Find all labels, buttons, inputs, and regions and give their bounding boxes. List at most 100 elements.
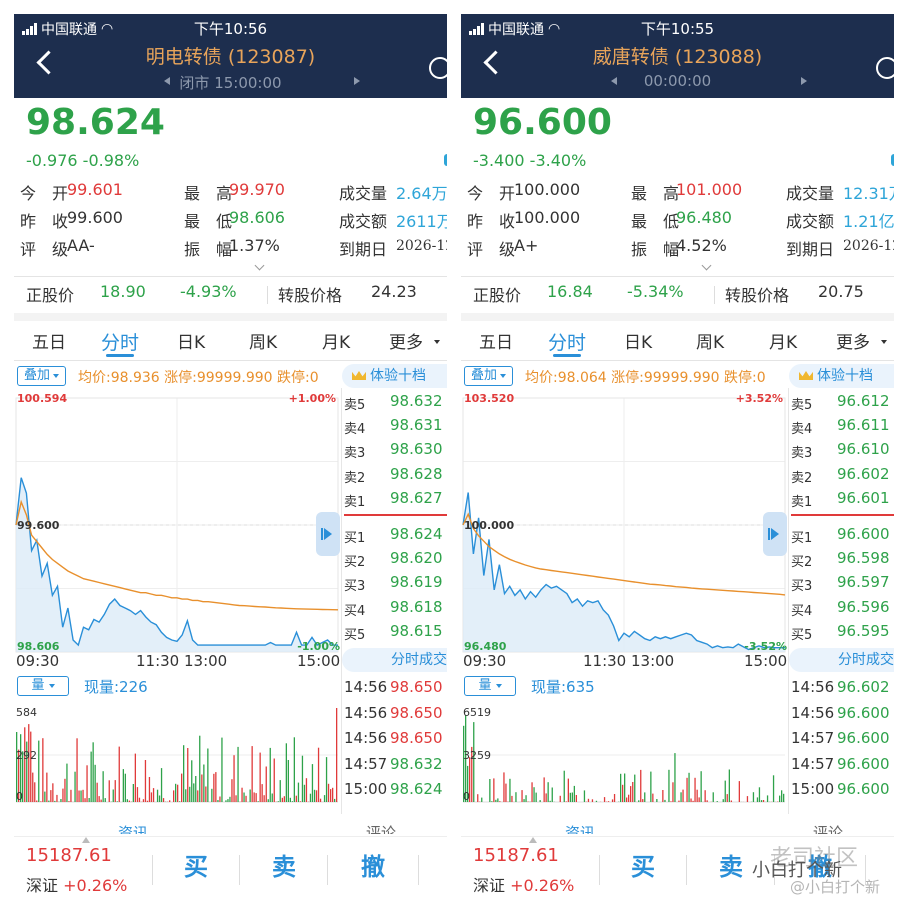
divider [14, 276, 447, 277]
stat-value: 99.970 [229, 180, 285, 199]
volume-bar [696, 789, 698, 802]
tab-five-day[interactable]: 五日 [32, 333, 66, 353]
volume-bar [66, 763, 68, 802]
expand-handle-icon[interactable] [316, 512, 340, 556]
tab-intraday[interactable]: 分时 [548, 332, 587, 354]
cancel-button[interactable]: 撤 [361, 853, 385, 881]
volume-bar [319, 798, 322, 802]
overlay-dropdown[interactable]: 叠加 [464, 366, 514, 386]
level-label: 买3 [344, 579, 366, 595]
more-dropdown-icon[interactable] [434, 340, 440, 344]
quote-panel: 中国联通 ◠ 下午10:56 明电转债 (123087) 闭市 15:00:00 98.6… [14, 14, 447, 908]
tab-news[interactable]: 资讯 [118, 824, 149, 834]
cancel-button[interactable]: 撤 [808, 853, 832, 881]
volume-bar [724, 780, 726, 802]
trade-price: 98.632 [390, 754, 443, 773]
volume-bar [632, 782, 634, 802]
stat-label: 今 开 [20, 184, 69, 203]
volume-bar [493, 778, 495, 802]
tab-daily-k[interactable]: 日K [177, 333, 206, 353]
tab-more[interactable]: 更多 [836, 333, 870, 353]
next-arrow-icon[interactable] [801, 77, 807, 85]
intraday-chart: 103.520 100.000 96.480 +3.52% -3.52% [462, 392, 787, 653]
tab-weekly-k[interactable]: 周K [249, 333, 278, 353]
overlay-dropdown[interactable]: 叠加 [17, 366, 67, 386]
expand-up-icon[interactable] [529, 837, 537, 843]
current-volume: 现量:635 [531, 678, 595, 696]
tab-comments[interactable]: 评论 [813, 824, 844, 834]
volume-bar [473, 722, 475, 802]
volume-bar [112, 789, 114, 802]
trade-time: 14:56 [791, 678, 835, 696]
indicator-dot [444, 154, 447, 166]
expand-chevron-icon[interactable] [254, 260, 265, 271]
divider [327, 855, 328, 885]
sell-button[interactable]: 卖 [272, 853, 296, 881]
watermark-community: 老司社区 [770, 846, 859, 871]
volume-bar [193, 783, 195, 802]
tab-weekly-k[interactable]: 周K [696, 333, 725, 353]
tab-monthly-k[interactable]: 月K [322, 333, 351, 353]
search-icon[interactable] [876, 57, 894, 79]
volume-bar [56, 794, 58, 802]
volume-bar [571, 792, 573, 802]
buy-button[interactable]: 买 [631, 853, 655, 881]
expand-chevron-icon[interactable] [701, 260, 712, 271]
volume-bar [467, 765, 469, 802]
prev-arrow-icon[interactable] [611, 77, 617, 85]
trade-price: 98.624 [390, 780, 443, 799]
volume-bar [213, 773, 215, 802]
volume-bar [728, 769, 730, 802]
volume-bar [678, 800, 680, 802]
prev-arrow-icon[interactable] [164, 77, 170, 85]
section-gap [14, 313, 447, 321]
trades-header[interactable]: 分时成交 [342, 648, 447, 672]
volume-bar [656, 799, 658, 802]
next-arrow-icon[interactable] [354, 77, 360, 85]
trade-row: 14:57 96.600 [791, 729, 894, 754]
x-tick-label: 15:00 [744, 652, 788, 670]
volume-bar [277, 801, 279, 802]
volume-bar [50, 790, 52, 802]
tab-monthly-k[interactable]: 月K [769, 333, 798, 353]
more-dropdown-icon[interactable] [881, 340, 887, 344]
level10-button[interactable]: 体验十档 [342, 364, 447, 388]
volume-bar [334, 798, 336, 802]
volume-bar [287, 760, 289, 802]
level10-button[interactable]: 体验十档 [789, 364, 894, 388]
volume-dropdown[interactable]: 量 [17, 676, 69, 696]
volume-bar [189, 786, 191, 802]
trade-row: 14:56 96.602 [791, 678, 894, 703]
book-divider [791, 514, 894, 516]
change-value: -3.400 [473, 151, 525, 170]
volume-bar [336, 708, 338, 802]
expand-handle-icon[interactable] [763, 512, 787, 556]
tab-five-day[interactable]: 五日 [479, 333, 513, 353]
volume-bar [762, 800, 765, 802]
level-price: 96.610 [837, 440, 890, 459]
stat-value: 2026-12 [396, 238, 447, 254]
volume-bar [156, 789, 159, 802]
tab-more[interactable]: 更多 [389, 333, 423, 353]
tab-comments[interactable]: 评论 [366, 824, 397, 834]
volume-bar [185, 789, 187, 802]
divider [418, 855, 419, 885]
volume-controls: 量现量:226 [14, 674, 340, 698]
tab-intraday[interactable]: 分时 [101, 332, 140, 354]
search-icon[interactable] [429, 57, 447, 79]
volume-bar [626, 797, 628, 802]
volume-dropdown[interactable]: 量 [464, 676, 516, 696]
buy-button[interactable]: 买 [184, 853, 208, 881]
volume-bar [249, 789, 251, 802]
sell-button[interactable]: 卖 [719, 853, 743, 881]
price-change: -3.400 -3.40% [473, 151, 586, 170]
vol-min-label: 0 [463, 790, 470, 803]
expand-up-icon[interactable] [82, 837, 90, 843]
volume-bar [22, 751, 24, 802]
volume-bar [303, 784, 306, 802]
tab-daily-k[interactable]: 日K [624, 333, 653, 353]
trades-header[interactable]: 分时成交 [789, 648, 894, 672]
volume-bar [279, 780, 281, 802]
tab-news[interactable]: 资讯 [565, 824, 596, 834]
level-label: 买5 [791, 627, 813, 643]
